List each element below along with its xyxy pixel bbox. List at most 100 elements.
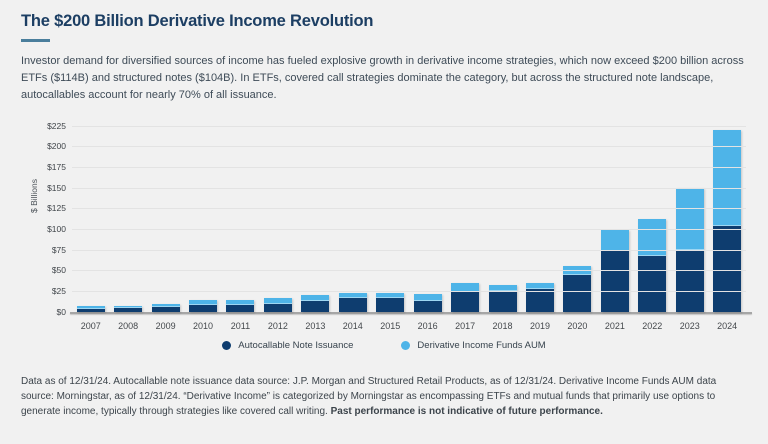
bar-column-2009: 2009 xyxy=(147,126,184,331)
aum-legend-dot-icon xyxy=(401,341,411,351)
legend-item-autocallable[interactable]: Autocallable Note Issuance xyxy=(222,340,353,351)
bar-segment-aum-2015[interactable] xyxy=(376,293,405,298)
stacked-bar-2020[interactable] xyxy=(563,265,592,312)
y-tick-label-150: $150 xyxy=(47,182,66,193)
stacked-bar-2012[interactable] xyxy=(263,298,292,312)
bar-segment-aum-2024[interactable] xyxy=(713,130,742,226)
bar-segment-aum-2023[interactable] xyxy=(675,188,704,250)
bar-segment-autocallable-2017[interactable] xyxy=(451,291,480,312)
bar-segment-autocallable-2019[interactable] xyxy=(525,289,554,312)
bar-segment-autocallable-2013[interactable] xyxy=(301,300,330,312)
y-tick-label-50: $50 xyxy=(51,265,66,276)
bar-segment-aum-2016[interactable] xyxy=(413,294,442,301)
bar-column-2011: 2011 xyxy=(222,126,259,331)
x-tick-label-2010: 2010 xyxy=(193,320,214,331)
bar-segment-autocallable-2014[interactable] xyxy=(338,297,367,312)
footnote-text: Data as of 12/31/24. Autocallable note i… xyxy=(21,375,717,417)
plot-area: 2007 2008 2009 2010 2011 2012 2013 2014 2015 2016… xyxy=(47,121,752,331)
bar-column-2012: 2012 xyxy=(259,126,296,331)
bar-segment-aum-2018[interactable] xyxy=(488,284,517,291)
bar-column-2016: 2016 xyxy=(409,126,446,331)
bar-segment-autocallable-2012[interactable] xyxy=(263,304,292,312)
bar-segment-aum-2009[interactable] xyxy=(151,304,180,307)
stacked-bar-2017[interactable] xyxy=(451,283,480,312)
stacked-bar-2009[interactable] xyxy=(151,304,180,312)
bar-segment-aum-2019[interactable] xyxy=(525,282,554,290)
bar-segment-aum-2008[interactable] xyxy=(114,306,143,309)
bar-segment-autocallable-2007[interactable] xyxy=(76,309,105,312)
bar-segment-aum-2013[interactable] xyxy=(301,294,330,301)
stacked-bar-2018[interactable] xyxy=(488,284,517,312)
bar-column-2013: 2013 xyxy=(297,126,334,331)
bar-segment-autocallable-2024[interactable] xyxy=(713,225,742,312)
x-tick-label-2018: 2018 xyxy=(492,320,513,331)
bar-segment-autocallable-2018[interactable] xyxy=(488,290,517,312)
stacked-bar-2015[interactable] xyxy=(376,293,405,312)
bar-segment-autocallable-2022[interactable] xyxy=(638,256,667,312)
stacked-bar-2008[interactable] xyxy=(114,306,143,312)
bar-segment-autocallable-2008[interactable] xyxy=(114,308,143,312)
bar-segment-autocallable-2016[interactable] xyxy=(413,300,442,312)
x-tick-label-2008: 2008 xyxy=(118,320,139,331)
legend-item-aum[interactable]: Derivative Income Funds AUM xyxy=(401,340,546,352)
y-tick-label-175: $175 xyxy=(47,161,66,172)
title-accent-rule xyxy=(21,39,50,43)
footnote-disclaimer: Past performance is not indicative of fu… xyxy=(330,405,603,417)
bar-columns: 2007 2008 2009 2010 2011 2012 2013 2014 2015 2016… xyxy=(72,126,746,331)
bar-segment-autocallable-2020[interactable] xyxy=(563,275,592,312)
stacked-bar-2023[interactable] xyxy=(675,188,704,312)
bar-segment-autocallable-2010[interactable] xyxy=(189,304,218,312)
stacked-bar-2016[interactable] xyxy=(413,294,442,312)
autocallable-legend-dot-icon xyxy=(222,341,232,351)
y-tick-label-25: $25 xyxy=(51,285,66,296)
bar-segment-aum-2010[interactable] xyxy=(189,299,218,305)
bar-column-2010: 2010 xyxy=(184,126,221,331)
bar-segment-aum-2021[interactable] xyxy=(600,229,629,252)
y-tick-label-100: $100 xyxy=(47,223,66,234)
stacked-bar-2010[interactable] xyxy=(189,299,218,312)
stacked-bar-2022[interactable] xyxy=(638,218,667,312)
bar-segment-aum-2007[interactable] xyxy=(76,306,105,310)
stacked-bar-2011[interactable] xyxy=(226,299,255,312)
intro-paragraph: Investor demand for diversified sources … xyxy=(21,55,744,101)
bar-segment-aum-2014[interactable] xyxy=(338,293,367,298)
x-tick-label-2021: 2021 xyxy=(604,320,625,331)
bar-segment-autocallable-2021[interactable] xyxy=(600,251,629,312)
gridline-50 xyxy=(72,270,746,272)
x-axis-line xyxy=(70,311,752,314)
bar-column-2017: 2017 xyxy=(446,126,483,331)
x-tick-label-2007: 2007 xyxy=(80,320,101,331)
x-tick-label-2019: 2019 xyxy=(529,320,550,331)
bar-segment-autocallable-2015[interactable] xyxy=(376,297,405,312)
footnote: Data as of 12/31/24. Autocallable note i… xyxy=(21,374,747,419)
y-tick-label-225: $225 xyxy=(47,120,66,131)
gridline-150 xyxy=(72,187,746,189)
bar-segment-aum-2022[interactable] xyxy=(638,218,667,257)
stacked-bar-chart: $ Billions 2007 2008 2009 2010 2011 2012 2013 2… xyxy=(21,117,752,339)
stacked-bar-2019[interactable] xyxy=(525,282,554,312)
gridline-225 xyxy=(72,125,746,127)
x-tick-label-2024: 2024 xyxy=(717,320,738,331)
bar-column-2023: 2023 xyxy=(671,126,708,331)
bar-segment-aum-2011[interactable] xyxy=(226,299,255,305)
bar-segment-aum-2012[interactable] xyxy=(263,298,292,305)
stacked-bar-2021[interactable] xyxy=(600,229,629,312)
stacked-bar-2007[interactable] xyxy=(76,306,105,312)
gridline-175 xyxy=(72,166,746,168)
stacked-bar-2024[interactable] xyxy=(713,130,742,312)
stacked-bar-2013[interactable] xyxy=(301,294,330,312)
bar-column-2021: 2021 xyxy=(596,126,633,331)
x-tick-label-2009: 2009 xyxy=(155,320,176,331)
x-tick-label-2022: 2022 xyxy=(642,320,663,331)
bar-column-2024: 2024 xyxy=(708,126,745,331)
bar-segment-autocallable-2011[interactable] xyxy=(226,304,255,312)
page: The $200 Billion Derivative Income Revol… xyxy=(21,12,752,419)
y-tick-label-200: $200 xyxy=(47,141,66,152)
gridline-200 xyxy=(72,146,746,148)
bar-segment-autocallable-2009[interactable] xyxy=(151,306,180,312)
bar-segment-autocallable-2023[interactable] xyxy=(675,249,704,312)
x-tick-label-2014: 2014 xyxy=(342,320,363,331)
bar-column-2022: 2022 xyxy=(634,126,671,331)
stacked-bar-2014[interactable] xyxy=(338,293,367,312)
legend-label-aum: Derivative Income Funds AUM xyxy=(417,340,546,352)
